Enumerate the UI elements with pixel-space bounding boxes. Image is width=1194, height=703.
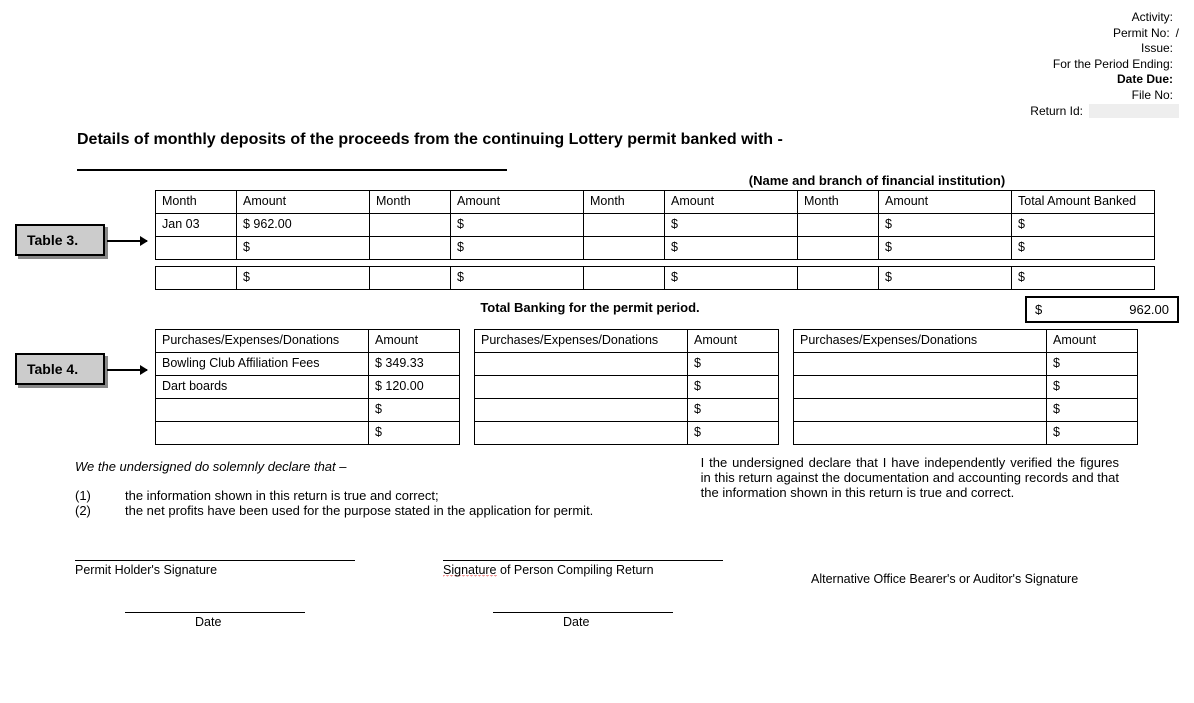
- decl-intro: We the undersigned do solemnly declare t…: [75, 459, 661, 474]
- table3-tag: Table 3.: [15, 224, 105, 256]
- expenses-table-center: Purchases/Expenses/DonationsAmount $ $ $…: [474, 329, 779, 445]
- period-ending-label: For the Period Ending:: [1053, 57, 1173, 73]
- declaration-right: I the undersigned declare that I have in…: [701, 455, 1119, 518]
- date-label-1: Date: [195, 615, 383, 629]
- permit-no-value: /: [1176, 26, 1179, 42]
- declaration-left: We the undersigned do solemnly declare t…: [75, 455, 661, 518]
- return-id-label: Return Id:: [1030, 104, 1083, 120]
- auditor-signature-label: Alternative Office Bearer's or Auditor's…: [811, 572, 1119, 586]
- table-row: $ $ $ $ $: [156, 267, 1155, 290]
- expenses-tables: Purchases/Expenses/DonationsAmount Bowli…: [155, 329, 1138, 445]
- date-label-2: Date: [563, 615, 751, 629]
- decl-item-2: the net profits have been used for the p…: [125, 503, 593, 518]
- permit-no-label: Permit No:: [1113, 26, 1170, 42]
- compiler-signature-label: Signature of Person Compiling Return: [443, 563, 751, 577]
- deposits-table: Month Amount Month Amount Month Amount M…: [155, 190, 1155, 290]
- total-banking-label: Total Banking for the permit period.: [155, 296, 1025, 323]
- decl-item-1: the information shown in this return is …: [125, 488, 439, 503]
- table4-tag: Table 4.: [15, 353, 105, 385]
- institution-label: (Name and branch of financial institutio…: [575, 173, 1179, 188]
- permit-signature-line[interactable]: [75, 558, 355, 561]
- table-header-row: Month Amount Month Amount Month Amount M…: [156, 191, 1155, 214]
- permit-signature-label: Permit Holder's Signature: [75, 563, 383, 577]
- activity-label: Activity:: [1132, 10, 1173, 26]
- return-id-field[interactable]: [1089, 104, 1179, 118]
- compiler-signature-line[interactable]: [443, 558, 723, 561]
- page-title: Details of monthly deposits of the proce…: [77, 131, 1179, 149]
- header-meta: Activity: Permit No: / Issue: For the Per…: [15, 10, 1179, 119]
- bank-name-line[interactable]: [77, 151, 507, 171]
- date-line-1[interactable]: [125, 610, 305, 613]
- total-banking-value: $ 962.00: [1025, 296, 1179, 323]
- issue-label: Issue:: [1141, 41, 1173, 57]
- expenses-table-left: Purchases/Expenses/DonationsAmount Bowli…: [155, 329, 460, 445]
- table-row: Jan 03 $ 962.00 $ $ $ $: [156, 214, 1155, 237]
- date-line-2[interactable]: [493, 610, 673, 613]
- file-no-label: File No:: [1132, 88, 1173, 104]
- table-row: $ $ $ $ $: [156, 237, 1155, 260]
- arrow-icon: [107, 369, 147, 371]
- expenses-table-right: Purchases/Expenses/DonationsAmount $ $ $…: [793, 329, 1138, 445]
- date-due-label: Date Due:: [1117, 72, 1173, 88]
- arrow-icon: [107, 240, 147, 242]
